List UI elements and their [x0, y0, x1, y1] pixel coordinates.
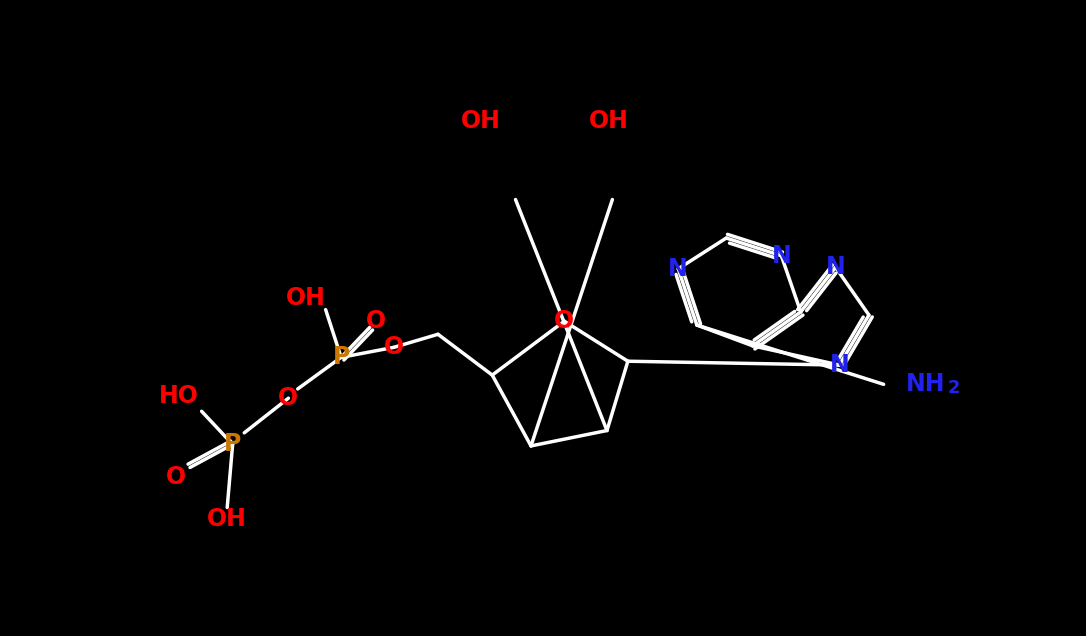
Text: P: P	[224, 432, 241, 457]
Text: O: O	[166, 465, 186, 488]
Text: N: N	[830, 353, 849, 377]
Text: P: P	[332, 345, 350, 370]
Text: HO: HO	[159, 384, 199, 408]
Text: OH: OH	[287, 286, 326, 310]
Text: N: N	[771, 244, 792, 268]
Text: OH: OH	[207, 507, 248, 531]
Text: O: O	[383, 335, 404, 359]
Text: N: N	[668, 257, 689, 281]
Text: OH: OH	[460, 109, 501, 133]
Text: O: O	[278, 386, 299, 410]
Text: N: N	[825, 255, 845, 279]
Text: NH: NH	[906, 372, 946, 396]
Text: OH: OH	[589, 109, 629, 133]
Text: 2: 2	[948, 379, 960, 397]
Text: O: O	[366, 309, 386, 333]
Text: O: O	[554, 309, 574, 333]
